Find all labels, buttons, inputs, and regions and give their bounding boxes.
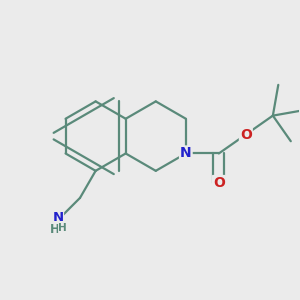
Text: O: O [240,128,252,142]
Text: N: N [180,146,192,161]
Text: H: H [50,223,59,236]
Text: H: H [58,223,67,232]
Text: O: O [213,176,225,190]
Text: N: N [52,211,64,224]
